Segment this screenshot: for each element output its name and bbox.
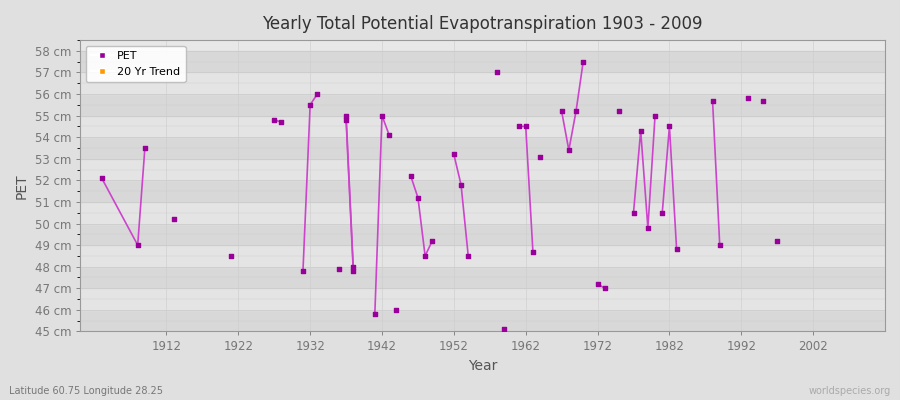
Point <box>713 242 727 248</box>
Point <box>382 132 396 138</box>
Point <box>490 69 504 76</box>
Point <box>267 117 282 123</box>
Bar <box>80 288 885 310</box>
Point <box>410 194 425 201</box>
Bar <box>80 137 885 159</box>
Point <box>634 128 648 134</box>
Title: Yearly Total Potential Evapotranspiration 1903 - 2009: Yearly Total Potential Evapotranspiratio… <box>263 15 703 33</box>
Text: Latitude 60.75 Longitude 28.25: Latitude 60.75 Longitude 28.25 <box>9 386 163 396</box>
Point <box>756 97 770 104</box>
Point <box>138 145 152 151</box>
Y-axis label: PET: PET <box>15 173 29 198</box>
Point <box>533 154 547 160</box>
Point <box>526 248 540 255</box>
Point <box>497 326 511 332</box>
Point <box>576 58 590 65</box>
Point <box>310 91 325 97</box>
Point <box>339 117 354 123</box>
Bar <box>80 72 885 94</box>
Point <box>626 210 641 216</box>
Point <box>590 281 605 287</box>
Point <box>598 285 612 292</box>
Bar <box>80 332 885 353</box>
Point <box>94 175 109 182</box>
Point <box>612 108 626 114</box>
Point <box>562 147 576 153</box>
Point <box>274 119 289 125</box>
Point <box>339 112 354 119</box>
Point <box>367 311 382 317</box>
Point <box>346 268 361 274</box>
Point <box>446 151 461 158</box>
Point <box>770 238 785 244</box>
Point <box>418 253 432 259</box>
Bar <box>80 224 885 245</box>
Point <box>641 225 655 231</box>
Bar <box>80 245 885 267</box>
Point <box>511 123 526 130</box>
Point <box>425 238 439 244</box>
X-axis label: Year: Year <box>468 359 498 373</box>
Point <box>662 123 677 130</box>
Point <box>742 95 756 102</box>
Bar <box>80 202 885 224</box>
Point <box>403 173 418 179</box>
Point <box>374 112 389 119</box>
Point <box>166 216 181 222</box>
Bar <box>80 51 885 72</box>
Point <box>518 123 533 130</box>
Point <box>332 266 347 272</box>
Point <box>346 264 361 270</box>
Bar <box>80 159 885 180</box>
Bar <box>80 310 885 332</box>
Point <box>224 253 238 259</box>
Point <box>648 112 662 119</box>
Point <box>296 268 310 274</box>
Point <box>569 108 583 114</box>
Point <box>454 182 468 188</box>
Bar <box>80 94 885 116</box>
Point <box>554 108 569 114</box>
Bar <box>80 180 885 202</box>
Point <box>706 97 720 104</box>
Point <box>389 307 403 313</box>
Text: worldspecies.org: worldspecies.org <box>809 386 891 396</box>
Point <box>130 242 145 248</box>
Bar <box>80 267 885 288</box>
Bar <box>80 116 885 137</box>
Point <box>670 246 684 253</box>
Point <box>655 210 670 216</box>
Legend: PET, 20 Yr Trend: PET, 20 Yr Trend <box>86 46 185 82</box>
Point <box>461 253 475 259</box>
Point <box>303 102 318 108</box>
